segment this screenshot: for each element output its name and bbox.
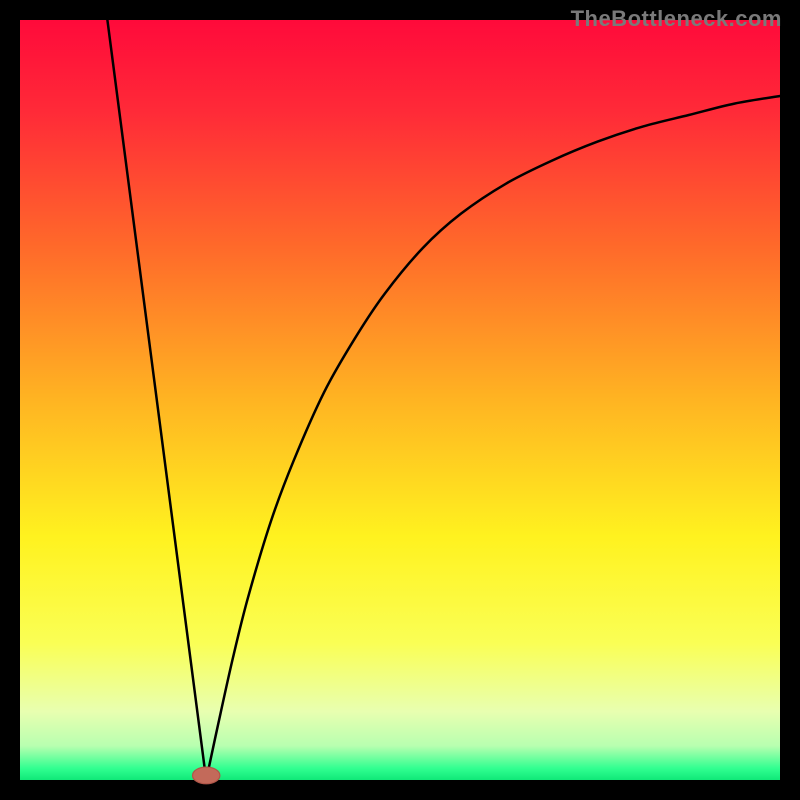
plot-background xyxy=(20,20,780,780)
watermark-text: TheBottleneck.com xyxy=(571,6,782,32)
optimal-marker xyxy=(193,767,220,784)
bottleneck-chart xyxy=(0,0,800,800)
